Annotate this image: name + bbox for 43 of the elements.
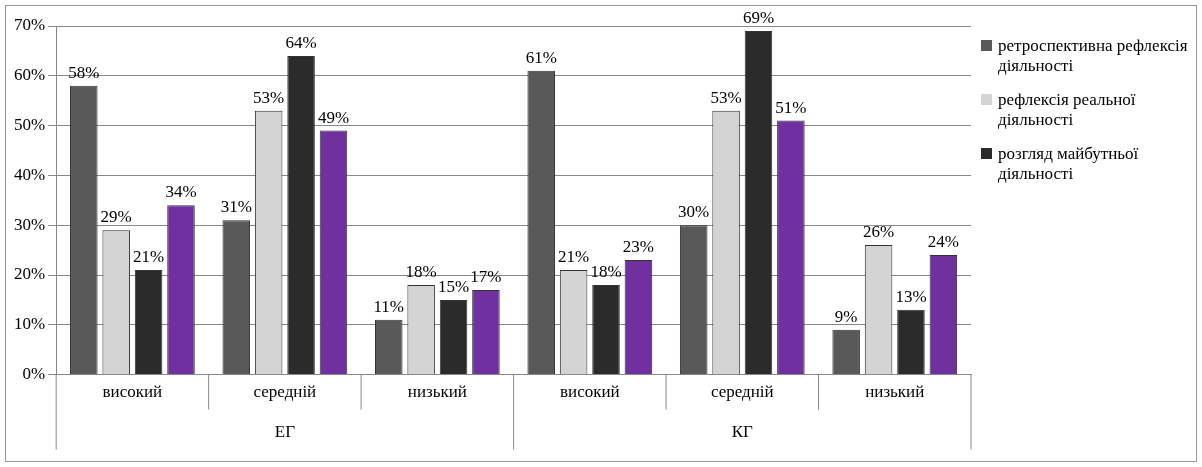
data-label: 29% xyxy=(100,207,132,227)
y-tick-label: 50% xyxy=(13,115,46,135)
data-label: 64% xyxy=(285,32,317,52)
data-label: 21% xyxy=(133,246,165,266)
y-tick-label: 20% xyxy=(13,264,46,284)
data-label: 24% xyxy=(927,232,959,252)
data-label: 31% xyxy=(220,197,252,217)
legend-label: ретроспективна рефлексія діяльності xyxy=(998,36,1189,76)
data-label: 30% xyxy=(678,202,710,222)
x-tick-label: високий xyxy=(560,382,620,402)
y-tick-label: 40% xyxy=(13,164,46,184)
legend-label: розгляд майбутньої діяльності xyxy=(998,144,1140,184)
data-label: 21% xyxy=(558,246,590,266)
data-label: 23% xyxy=(622,237,654,257)
y-tick-label: 10% xyxy=(13,314,46,334)
x-tick-label: низький xyxy=(865,382,925,402)
data-label: 17% xyxy=(470,266,502,286)
x-tick-label: середній xyxy=(710,382,774,402)
data-label: 11% xyxy=(373,296,405,316)
data-label: 61% xyxy=(525,47,557,67)
data-label: 13% xyxy=(895,286,927,306)
y-tick-label: 60% xyxy=(13,65,46,85)
x-tick-label: середній xyxy=(253,382,317,402)
data-label: 34% xyxy=(165,182,197,202)
data-label: 49% xyxy=(317,107,350,127)
data-label: 15% xyxy=(437,276,470,296)
data-label: 53% xyxy=(253,87,285,107)
data-label: 58% xyxy=(68,62,100,82)
x-tick-label: низький xyxy=(407,382,467,402)
y-tick-label: 0% xyxy=(22,364,46,384)
data-label: 69% xyxy=(742,7,775,27)
data-label: 18% xyxy=(590,261,622,281)
y-tick-label: 30% xyxy=(13,214,46,234)
text: ЕГ xyxy=(274,422,296,442)
data-label: 9% xyxy=(834,306,858,326)
text: КГ xyxy=(731,422,754,442)
legend-label: рефлексія реальної діяльності xyxy=(998,90,1137,130)
data-label: 18% xyxy=(405,261,437,281)
x-tick-label: високий xyxy=(102,382,163,402)
data-label: 51% xyxy=(775,97,807,117)
y-tick-label: 70% xyxy=(13,15,46,35)
data-label: 53% xyxy=(710,87,742,107)
data-label: 26% xyxy=(862,222,895,242)
